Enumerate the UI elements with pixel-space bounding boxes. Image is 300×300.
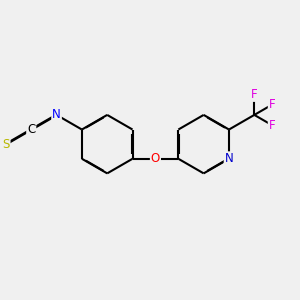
Text: S: S [2,138,10,151]
Text: F: F [269,98,275,111]
Text: F: F [269,119,275,132]
Text: N: N [225,152,233,165]
Text: O: O [151,152,160,165]
Text: C: C [27,123,35,136]
Text: N: N [52,108,61,122]
Text: F: F [251,88,258,101]
